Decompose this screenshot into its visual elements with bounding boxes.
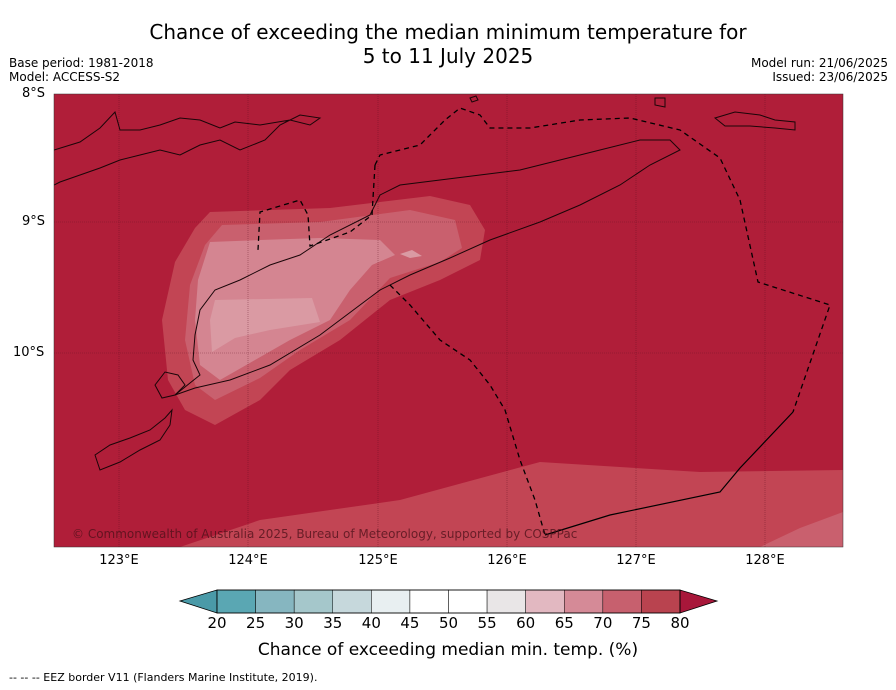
- colorbar-segment: [486, 589, 526, 614]
- probability-band-south-70-75: [760, 512, 843, 547]
- colorbar-tick-label: 70: [593, 614, 613, 632]
- colorbar-segment: [525, 589, 565, 614]
- probability-band-south-75-80: [180, 462, 843, 547]
- eez-border-west: [257, 164, 376, 251]
- wetar-island-coastline: [713, 111, 796, 131]
- lat-label-9s: 9°S: [22, 214, 46, 229]
- colorbar-segment: [564, 589, 604, 614]
- model-run: Model run: 21/06/2025: [750, 56, 888, 70]
- colorbar-tick-label: 75: [631, 614, 651, 632]
- colorbar-segment: [332, 589, 372, 614]
- maritime-boundary-line: [544, 411, 794, 536]
- colorbar-tick-label: 50: [438, 614, 459, 632]
- sawu-island-coastline: [94, 408, 173, 471]
- copyright-notice: © Commonwealth of Australia 2025, Bureau…: [72, 527, 577, 541]
- colorbar-low-arrow: [178, 589, 218, 614]
- colorbar-tick-label: 65: [554, 614, 574, 632]
- lon-label-127e: 127°E: [616, 553, 656, 568]
- colorbar-tick-label: 25: [246, 614, 266, 632]
- lat-label-8s: 8°S: [22, 86, 46, 101]
- colorbar-segment: [641, 589, 681, 614]
- base-period: Base period: 1981-2018: [9, 56, 154, 70]
- colorbar-segment: [371, 589, 411, 614]
- colorbar-tick-label: 20: [207, 614, 227, 632]
- coastlines: [54, 95, 796, 471]
- colorbar-segment: [293, 589, 333, 614]
- small-island-1: [654, 97, 666, 108]
- lon-label-124e: 124°E: [228, 553, 268, 568]
- colorbar-segment: [448, 589, 488, 614]
- colorbar: [178, 589, 719, 614]
- colorbar-tick-label: 45: [400, 614, 420, 632]
- colorbar-tick-label: 30: [284, 614, 304, 632]
- rote-island-coastline: [154, 371, 186, 399]
- colorbar-tick-label: 80: [670, 614, 690, 632]
- title-line-1: Chance of exceeding the median minimum t…: [149, 20, 747, 44]
- meta-left: Base period: 1981-2018 Model: ACCESS-S2: [9, 56, 154, 84]
- lon-label-126e: 126°E: [487, 553, 527, 568]
- probability-band-60-65-small: [400, 250, 422, 258]
- meta-right: Model run: 21/06/2025 Issued: 23/06/2025: [751, 56, 888, 84]
- lon-label-123e: 123°E: [99, 553, 139, 568]
- colorbar-high-arrow: [679, 589, 719, 614]
- lon-label-128e: 128°E: [745, 553, 785, 568]
- eez-border-north: [374, 107, 831, 413]
- colorbar-tick-label: 60: [516, 614, 536, 632]
- flores-islands-coastline: [54, 111, 322, 186]
- timor-island-coastline: [174, 139, 681, 396]
- colorbar-tick-label: 35: [323, 614, 343, 632]
- gridlines: [54, 94, 843, 547]
- colorbar-tick-label: 40: [361, 614, 381, 632]
- lon-label-125e: 125°E: [358, 553, 398, 568]
- title-line-2: 5 to 11 July 2025: [362, 44, 534, 68]
- colorbar-segment: [255, 589, 295, 614]
- small-island-2: [469, 95, 479, 103]
- lat-label-10s: 10°S: [13, 345, 45, 360]
- colorbar-tick-label: 55: [477, 614, 497, 632]
- map-frame: [53, 93, 844, 548]
- colorbar-segment: [409, 589, 449, 614]
- issued-date: Issued: 23/06/2025: [772, 70, 888, 84]
- colorbar-segment: [216, 589, 256, 614]
- probability-band-60-65: [210, 298, 320, 352]
- colorbar-title: Chance of exceeding median min. temp. (%…: [257, 640, 639, 660]
- eez-footnote: -- -- -- EEZ border V11 (Flanders Marine…: [9, 671, 318, 684]
- colorbar-segments: [216, 589, 681, 614]
- eez-border-south: [389, 284, 546, 536]
- colorbar-segment: [602, 589, 642, 614]
- model-name: Model: ACCESS-S2: [9, 70, 121, 84]
- eez-borders: [257, 107, 831, 536]
- colorbar-outline: [216, 589, 681, 614]
